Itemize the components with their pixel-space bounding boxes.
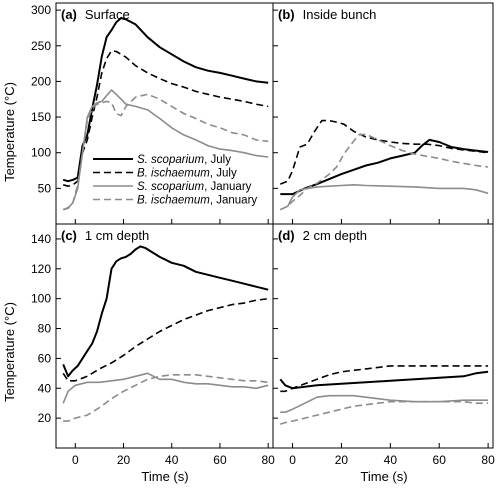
legend-month: , January — [204, 181, 252, 193]
x-tick-label: 0 — [289, 453, 296, 467]
panel-title-text: 1 cm depth — [85, 228, 149, 243]
x-tick-label: 20 — [335, 453, 349, 467]
panel-title: (d) 2 cm depth — [278, 228, 367, 243]
panel-c: 0 20 40 60 80 20 40 60 80 100 120 140 (c) 1 cm depth — [31, 223, 275, 467]
series-line-4 — [62, 93, 269, 211]
x-tick-label: 40 — [165, 453, 179, 467]
series-line-4 — [279, 133, 489, 211]
legend-species: B. ischaemum — [137, 168, 210, 180]
legend-entry: S. scoparium, January — [137, 181, 252, 193]
series-line-4 — [280, 400, 489, 425]
legend-month: , January — [210, 195, 258, 207]
panel-letter: (b) — [278, 7, 295, 22]
legend-entry: S. scoparium, July — [137, 154, 231, 166]
legend-species: S. scoparium — [137, 181, 205, 193]
panel-b: (b) Inside bunch — [272, 2, 494, 225]
y-tick-label: 120 — [31, 262, 51, 276]
panel-frame — [272, 2, 494, 225]
y-axis-label-top: Temperature (°C) — [2, 82, 17, 182]
x-tick-label: 60 — [213, 453, 227, 467]
y-tick-label: 50 — [38, 181, 52, 195]
y-tick-label: 60 — [38, 351, 52, 365]
x-tick-label: 80 — [481, 453, 495, 467]
series-line-2 — [62, 297, 269, 382]
legend-month: , July — [210, 168, 237, 180]
y-tick-label: 150 — [31, 110, 51, 124]
series-line-2 — [280, 365, 489, 393]
series-line-3 — [279, 184, 489, 211]
y-tick-label: 40 — [38, 381, 52, 395]
y-tick-label: 250 — [31, 39, 51, 53]
series-line-2 — [280, 119, 489, 185]
series-line-4 — [63, 373, 269, 422]
y-tick-label: 200 — [31, 74, 51, 88]
legend-month: , July — [204, 154, 231, 166]
x-tick-label: 60 — [433, 453, 447, 467]
panel-letter: (a) — [61, 7, 77, 22]
panel-title-text: Surface — [85, 7, 130, 22]
x-tick-label: 0 — [72, 453, 79, 467]
y-tick-label: 80 — [38, 322, 52, 336]
legend-entry: B. ischaemum, January — [137, 195, 257, 207]
series-line-3 — [280, 394, 489, 414]
panel-title-text: 2 cm depth — [303, 228, 367, 243]
panel-title: (c) 1 cm depth — [61, 228, 149, 243]
panel-a: 50 100 150 200 250 300 (a) Surface S. scoparium,… — [31, 2, 274, 225]
legend-species: B. ischaemum — [137, 195, 210, 207]
panel-frame — [272, 223, 494, 449]
x-tick-label: 20 — [117, 453, 131, 467]
y-tick-label: 20 — [38, 411, 52, 425]
x-tick-label: 80 — [261, 453, 275, 467]
panel-title: (b) Inside bunch — [278, 7, 376, 22]
series-line-1 — [279, 370, 489, 390]
legend-entry: B. ischaemum, July — [137, 168, 237, 180]
legend-species: S. scoparium — [137, 154, 205, 166]
x-axis-label-right: Time (s) — [360, 469, 407, 484]
panel-d: 0 20 40 60 80 (d) 2 cm depth — [272, 223, 495, 467]
series-line-1 — [62, 245, 269, 378]
panel-letter: (c) — [61, 228, 77, 243]
y-tick-label: 140 — [31, 232, 51, 246]
y-tick-label: 100 — [31, 146, 51, 160]
panel-title: (a) Surface — [61, 7, 130, 22]
panel-letter: (d) — [278, 228, 295, 243]
y-tick-label: 300 — [31, 3, 51, 17]
panel-title-text: Inside bunch — [303, 7, 377, 22]
x-axis-label-left: Time (s) — [141, 469, 188, 484]
y-tick-label: 100 — [31, 292, 51, 306]
y-axis-label-bottom: Temperature (°C) — [2, 302, 17, 402]
x-tick-label: 40 — [384, 453, 398, 467]
series-line-3 — [62, 372, 269, 404]
